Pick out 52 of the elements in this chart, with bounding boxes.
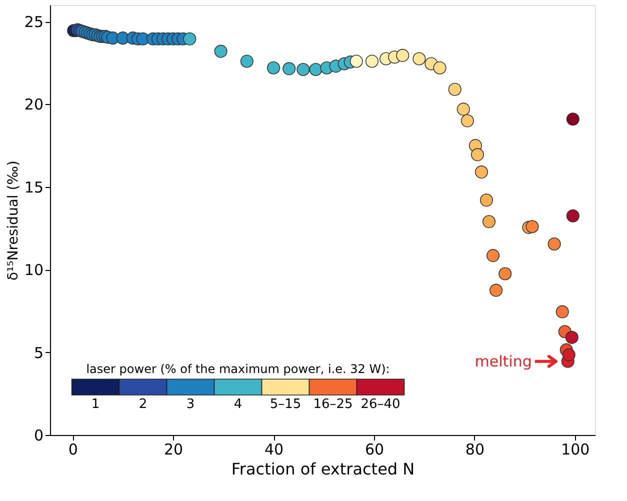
point — [566, 209, 580, 222]
point — [309, 62, 322, 76]
point — [282, 62, 296, 76]
point — [562, 348, 576, 362]
annotation: melting — [474, 352, 532, 370]
legend-label: 26–40 — [360, 397, 400, 412]
legend-label: 5–15 — [270, 397, 302, 412]
point — [526, 220, 539, 234]
y-tick-label: 5 — [34, 344, 44, 362]
y-tick-label: 25 — [24, 13, 44, 32]
point — [365, 54, 378, 68]
point — [474, 166, 488, 179]
point — [548, 237, 561, 250]
x-tick-label: 100 — [561, 440, 590, 458]
point — [480, 194, 494, 207]
point — [350, 54, 363, 68]
point — [498, 267, 512, 280]
legend-label: 3 — [186, 397, 195, 412]
y-tick-label: 10 — [24, 261, 44, 280]
point — [460, 114, 474, 128]
legend-label: 4 — [234, 397, 242, 412]
point — [240, 54, 254, 68]
point — [214, 44, 228, 58]
y-tick-label: 0 — [34, 426, 44, 444]
x-tick-label: 80 — [465, 440, 484, 458]
legend-label: 16–25 — [313, 397, 353, 412]
point — [556, 305, 569, 318]
point — [470, 148, 484, 162]
x-tick-label: 0 — [68, 440, 78, 458]
point — [448, 82, 462, 96]
y-tick-label: 20 — [24, 96, 44, 114]
point — [490, 284, 503, 297]
y-tick-label: 15 — [24, 178, 44, 196]
point — [566, 112, 580, 126]
point — [396, 48, 410, 62]
legend-title: laser power (% of the maximum power, i.e. 32 W): — [86, 362, 390, 376]
point — [456, 102, 470, 116]
point — [412, 52, 426, 66]
x-tick-label: 60 — [364, 440, 384, 458]
x-tick-label: 20 — [164, 440, 184, 458]
point — [296, 62, 310, 76]
y-axis-title: δ¹⁵Nresidual (‰) — [5, 160, 22, 280]
legend-label: 1 — [91, 397, 100, 412]
point — [565, 330, 578, 344]
point — [267, 61, 280, 74]
point — [433, 61, 446, 74]
x-axis-title: Fraction of extracted N — [231, 460, 415, 478]
point — [482, 215, 496, 228]
legend-label: 2 — [138, 397, 148, 412]
point — [486, 249, 500, 262]
point — [183, 32, 196, 46]
x-tick-label: 40 — [264, 440, 284, 458]
